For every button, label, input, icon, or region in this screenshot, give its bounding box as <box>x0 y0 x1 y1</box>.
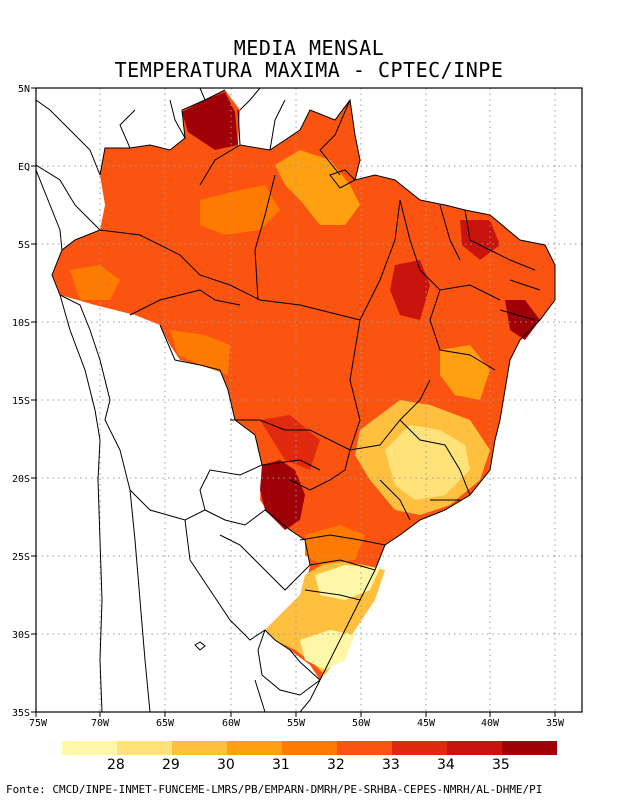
axis-ticks <box>31 87 556 717</box>
cool-zone-acre <box>70 265 120 300</box>
lon-label: 70W <box>91 718 110 729</box>
cool-zone-bahia <box>440 345 490 400</box>
scale-label: 33 <box>382 757 400 773</box>
color-swatch <box>337 741 392 755</box>
guyana-border <box>239 88 286 151</box>
lat-label: 5S <box>18 240 30 251</box>
lat-label: 30S <box>12 630 30 641</box>
color-swatch <box>117 741 172 755</box>
argentina-border <box>184 519 321 712</box>
continent-outline <box>36 89 556 712</box>
source-footer: Fonte: CMCD/INPE-INMET-FUNCEME-LMRS/PB/E… <box>6 783 543 796</box>
island-marajo <box>329 169 356 189</box>
temperature-field <box>52 90 555 680</box>
scale-label: 34 <box>437 757 455 773</box>
lon-label: 45W <box>417 718 436 729</box>
lat-label: 20S <box>12 474 30 485</box>
map-title-line1: MEDIA MENSAL <box>233 36 385 60</box>
lat-label: EQ <box>18 162 30 173</box>
boundary-lines <box>36 88 556 712</box>
lat-label: 5N <box>18 84 30 95</box>
color-swatch <box>62 741 117 755</box>
lon-label: 55W <box>287 718 306 729</box>
scale-label: 28 <box>107 757 125 773</box>
colombia-border <box>36 99 136 176</box>
map-title-line2: TEMPERATURA MAXIMA - CPTEC/INPE <box>114 58 504 82</box>
island-small <box>194 641 206 651</box>
lon-label: 65W <box>156 718 175 729</box>
scale-label: 29 <box>162 757 180 773</box>
longitude-labels: 75W 70W 65W 60W 55W 50W 45W 40W 35W <box>29 718 565 729</box>
hot-zone-mato-grosso-sul <box>260 460 305 530</box>
pacific-coast <box>36 169 103 712</box>
lon-label: 35W <box>546 718 565 729</box>
color-swatch <box>282 741 337 755</box>
lon-label: 75W <box>29 718 48 729</box>
brazil-base <box>52 90 555 680</box>
scale-label: 31 <box>272 757 290 773</box>
cool-zone-rs-highland <box>300 630 355 670</box>
lon-label: 50W <box>352 718 371 729</box>
scale-label: 35 <box>492 757 510 773</box>
hot-zone-north-east <box>390 260 430 320</box>
color-scale-bar <box>62 741 557 755</box>
hot-zone-roraima <box>182 92 238 150</box>
venezuela-border <box>169 88 206 139</box>
color-swatch <box>392 741 447 755</box>
scale-label: 30 <box>217 757 235 773</box>
lat-label: 35S <box>12 708 30 719</box>
uruguay-border <box>257 629 321 696</box>
color-swatch <box>447 741 502 755</box>
cool-zone-para <box>275 150 360 225</box>
cool-zone-rondonia <box>170 330 230 375</box>
latitude-labels: 5N EQ 5S 10S 15S 20S 25S 30S 35S <box>12 84 30 719</box>
cool-zone-santa-catarina <box>315 565 380 600</box>
lon-label: 40W <box>481 718 500 729</box>
color-swatch <box>172 741 227 755</box>
state-borders <box>99 99 541 601</box>
cool-zone-amazon <box>200 185 280 235</box>
hot-zone-pantanal <box>260 415 320 470</box>
hot-zone-east-coast <box>505 300 540 340</box>
lat-label: 15S <box>12 396 30 407</box>
lon-label: 60W <box>222 718 241 729</box>
color-swatch <box>502 741 557 755</box>
color-swatch <box>227 741 282 755</box>
cool-zone-minas-core <box>385 425 470 500</box>
lat-label: 10S <box>12 318 30 329</box>
warm-zone-parana <box>305 525 365 565</box>
lat-label: 25S <box>12 552 30 563</box>
scale-label: 32 <box>327 757 345 773</box>
